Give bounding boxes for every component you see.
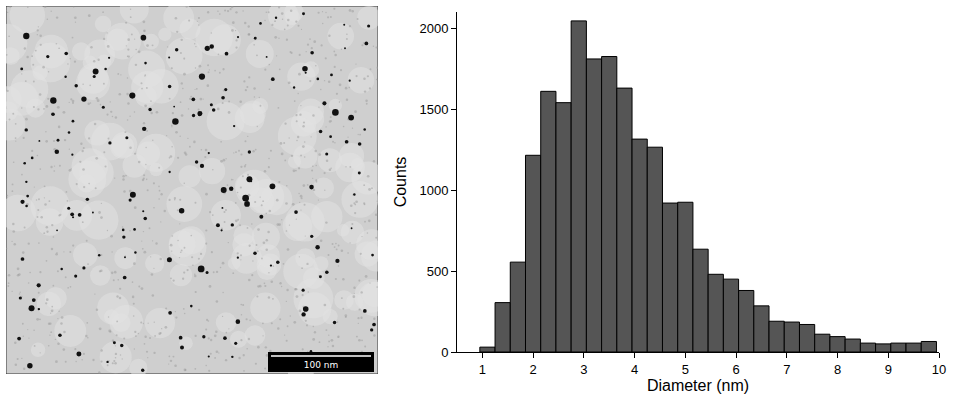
svg-text:1500: 1500	[419, 102, 448, 117]
svg-text:100 nm: 100 nm	[304, 360, 339, 370]
svg-text:0: 0	[441, 345, 448, 360]
svg-text:10: 10	[932, 362, 946, 377]
svg-text:3: 3	[580, 362, 587, 377]
svg-text:6: 6	[732, 362, 739, 377]
svg-text:Diameter (nm): Diameter (nm)	[647, 377, 749, 394]
svg-text:2: 2	[529, 362, 536, 377]
svg-text:9: 9	[885, 362, 892, 377]
svg-text:1000: 1000	[419, 183, 448, 198]
svg-text:1: 1	[479, 362, 486, 377]
svg-text:500: 500	[427, 264, 449, 279]
svg-text:8: 8	[834, 362, 841, 377]
svg-text:5: 5	[682, 362, 689, 377]
svg-text:Counts: Counts	[392, 157, 409, 208]
svg-text:7: 7	[783, 362, 790, 377]
svg-text:4: 4	[631, 362, 638, 377]
svg-text:2000: 2000	[419, 21, 448, 36]
